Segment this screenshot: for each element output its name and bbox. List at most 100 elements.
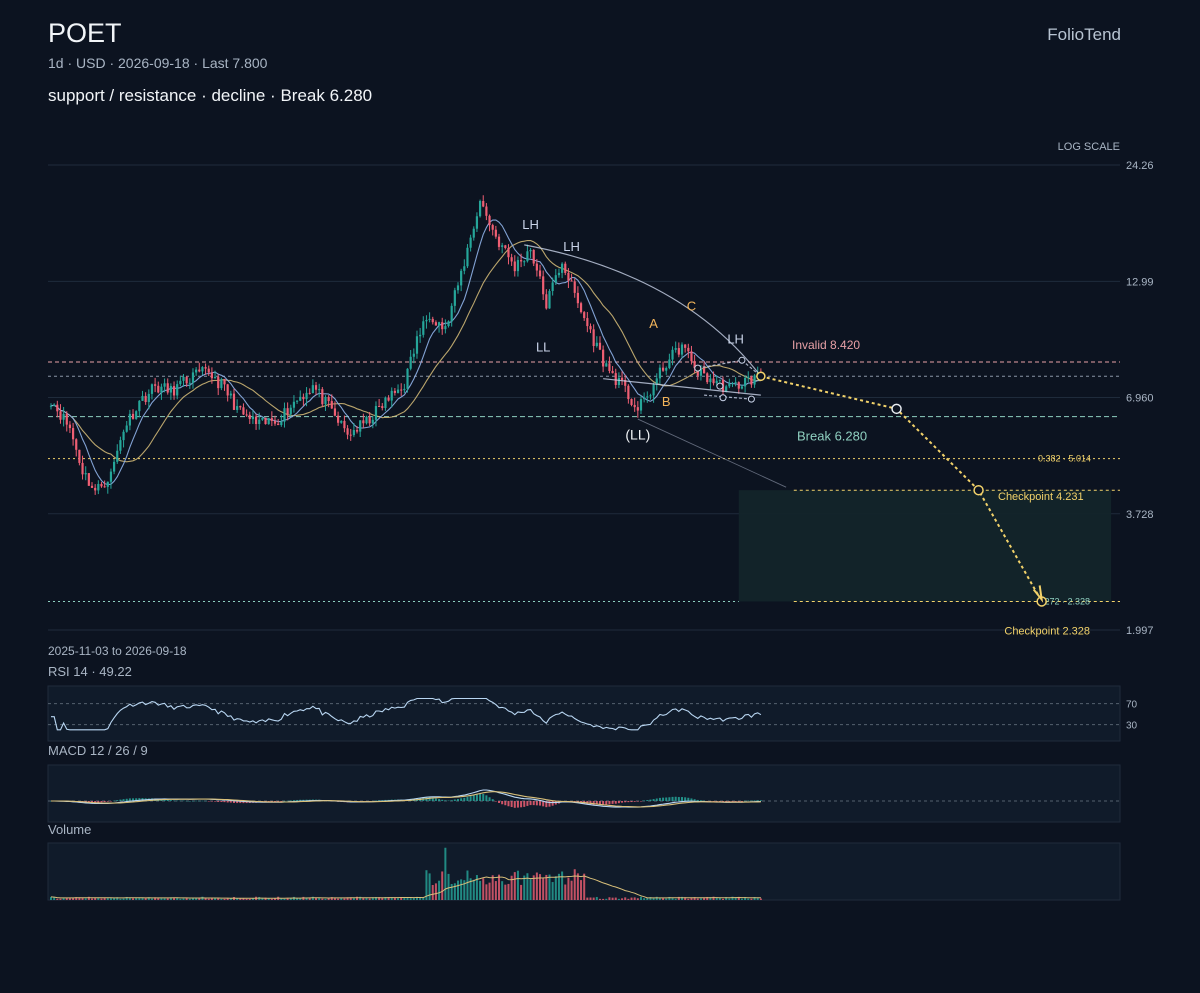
volume-bar (160, 898, 162, 900)
macd-histogram-bar (659, 798, 661, 801)
volume-bar (280, 899, 282, 900)
volume-bar (665, 899, 667, 900)
rsi-panel-box (48, 686, 1120, 741)
macd-histogram-bar (479, 794, 481, 801)
candle-body (410, 357, 412, 369)
candle-body (564, 264, 566, 273)
candle-body (107, 482, 109, 487)
candle-body (208, 369, 210, 373)
macd-histogram-bar (186, 801, 188, 802)
macd-histogram-bar (104, 801, 106, 802)
volume-bar (747, 899, 749, 900)
candle-body (346, 428, 348, 434)
candle-body (255, 417, 257, 424)
volume-bar (608, 897, 610, 900)
macd-histogram-bar (287, 801, 289, 802)
candle-body (523, 261, 525, 262)
candle-body (514, 261, 516, 271)
candle-body (334, 408, 336, 415)
macd-histogram-bar (119, 800, 121, 801)
volume-bar (224, 899, 226, 900)
macd-histogram-bar (684, 797, 686, 801)
candle-body (50, 406, 52, 407)
macd-histogram-bar (637, 801, 639, 802)
candle-body (309, 393, 311, 394)
volume-bar (132, 898, 134, 900)
candle-body (280, 422, 282, 425)
candle-body (444, 326, 446, 329)
candle-body (738, 382, 740, 389)
candle-body (637, 407, 639, 410)
candle-body (602, 350, 604, 367)
volume-bar (757, 898, 759, 900)
volume-bar (397, 898, 399, 900)
candle-body (81, 463, 83, 474)
volume-bar (580, 880, 582, 900)
macd-histogram-bar (741, 801, 743, 802)
macd-histogram-bar (195, 801, 197, 802)
macd-histogram-bar (435, 799, 437, 801)
volume-bar (760, 898, 762, 900)
candle-body (69, 425, 71, 428)
candle-body (716, 381, 718, 383)
candle-body (305, 393, 307, 399)
candle-body (476, 216, 478, 228)
candle-body (580, 303, 582, 312)
candle-body (91, 486, 93, 488)
candle-body (97, 484, 99, 490)
candle-body (621, 378, 623, 380)
candle-body (593, 329, 595, 346)
macd-histogram-bar (504, 801, 506, 805)
candle-body (173, 386, 175, 395)
pattern-label: LH (563, 239, 580, 254)
macd-histogram-bar (293, 800, 295, 801)
volume-bar (700, 898, 702, 900)
candle-body (204, 367, 206, 369)
candle-body (85, 473, 87, 474)
volume-bar (164, 898, 166, 900)
macd-histogram-bar (757, 800, 759, 801)
volume-bar (719, 898, 721, 900)
candle-body (649, 395, 651, 396)
candle-body (233, 394, 235, 410)
macd-panel-box (48, 765, 1120, 822)
candle-body (362, 420, 364, 423)
candle-body (741, 386, 743, 388)
candle-body (369, 417, 371, 424)
macd-histogram-bar (489, 797, 491, 801)
macd-histogram-bar (631, 801, 633, 802)
macd-histogram-bar (672, 797, 674, 801)
macd-histogram-bar (533, 801, 535, 805)
candle-body (189, 383, 191, 384)
candle-body (574, 281, 576, 293)
volume-bar (119, 899, 121, 900)
candle-body (195, 370, 197, 373)
volume-bar (444, 848, 446, 900)
volume-bar (56, 899, 58, 900)
candle-body (570, 281, 572, 282)
candle-body (454, 290, 456, 306)
candle-body (160, 387, 162, 393)
candle-body (482, 201, 484, 207)
candle-body (116, 451, 118, 462)
candle-body (605, 363, 607, 366)
candle-body (138, 401, 140, 411)
candle-body (492, 225, 494, 230)
candle-body (681, 345, 683, 355)
macd-histogram-bar (116, 800, 118, 801)
volume-bar (183, 898, 185, 900)
candle-body (640, 399, 642, 410)
candle-body (331, 401, 333, 408)
candle-body (104, 486, 106, 487)
macd-histogram-bar (176, 801, 178, 802)
macd-histogram-bar (463, 798, 465, 801)
price-tick-label: 24.26 (1126, 160, 1154, 172)
date-range: 2025-11-03 to 2026-09-18 (48, 644, 187, 658)
volume-bar (662, 898, 664, 900)
candle-body (687, 348, 689, 351)
resistance-curve (524, 245, 761, 376)
candle-body (425, 320, 427, 321)
rsi-level-label: 30 (1126, 721, 1138, 732)
volume-bar (514, 872, 516, 900)
volume-bar (590, 897, 592, 900)
